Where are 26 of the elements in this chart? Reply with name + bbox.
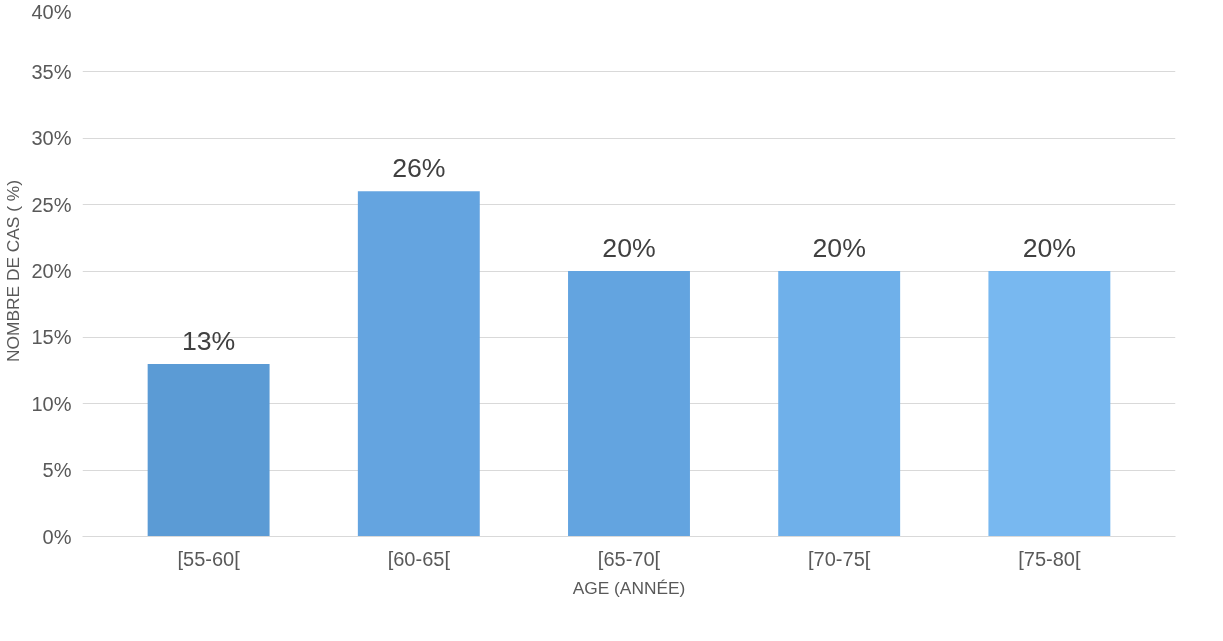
x-tick-label: [55-60[ bbox=[177, 547, 241, 570]
y-tick-label: 10% bbox=[31, 392, 72, 415]
y-tick-label: 25% bbox=[31, 193, 72, 216]
data-label: 20% bbox=[1022, 233, 1077, 263]
data-label: 13% bbox=[181, 325, 236, 356]
y-tick-label: 20% bbox=[31, 260, 72, 282]
x-tick-label: [70-75[ bbox=[808, 547, 871, 570]
x-tick-label: [65-70[ bbox=[597, 547, 661, 570]
y-tick-label: 0% bbox=[42, 525, 72, 548]
y-axis-title: NOMBRE DE CAS ( %) bbox=[3, 180, 24, 362]
x-axis-title: AGE (ANNÉE) bbox=[572, 577, 686, 598]
data-label: 26% bbox=[392, 153, 446, 184]
data-label: 20% bbox=[602, 233, 656, 263]
bar bbox=[147, 363, 270, 537]
y-tick-label: 30% bbox=[31, 127, 72, 150]
bar bbox=[778, 271, 901, 537]
y-tick-label: 35% bbox=[31, 60, 72, 83]
y-tick-label: 15% bbox=[31, 326, 72, 349]
bar bbox=[568, 271, 690, 537]
bar bbox=[357, 191, 480, 537]
y-tick-label: 40% bbox=[31, 0, 72, 23]
x-tick-label: [75-80[ bbox=[1018, 547, 1081, 570]
x-tick-label: [60-65[ bbox=[387, 547, 451, 570]
bar bbox=[988, 271, 1111, 537]
data-label: 20% bbox=[812, 233, 866, 263]
y-tick-label: 5% bbox=[42, 459, 72, 482]
